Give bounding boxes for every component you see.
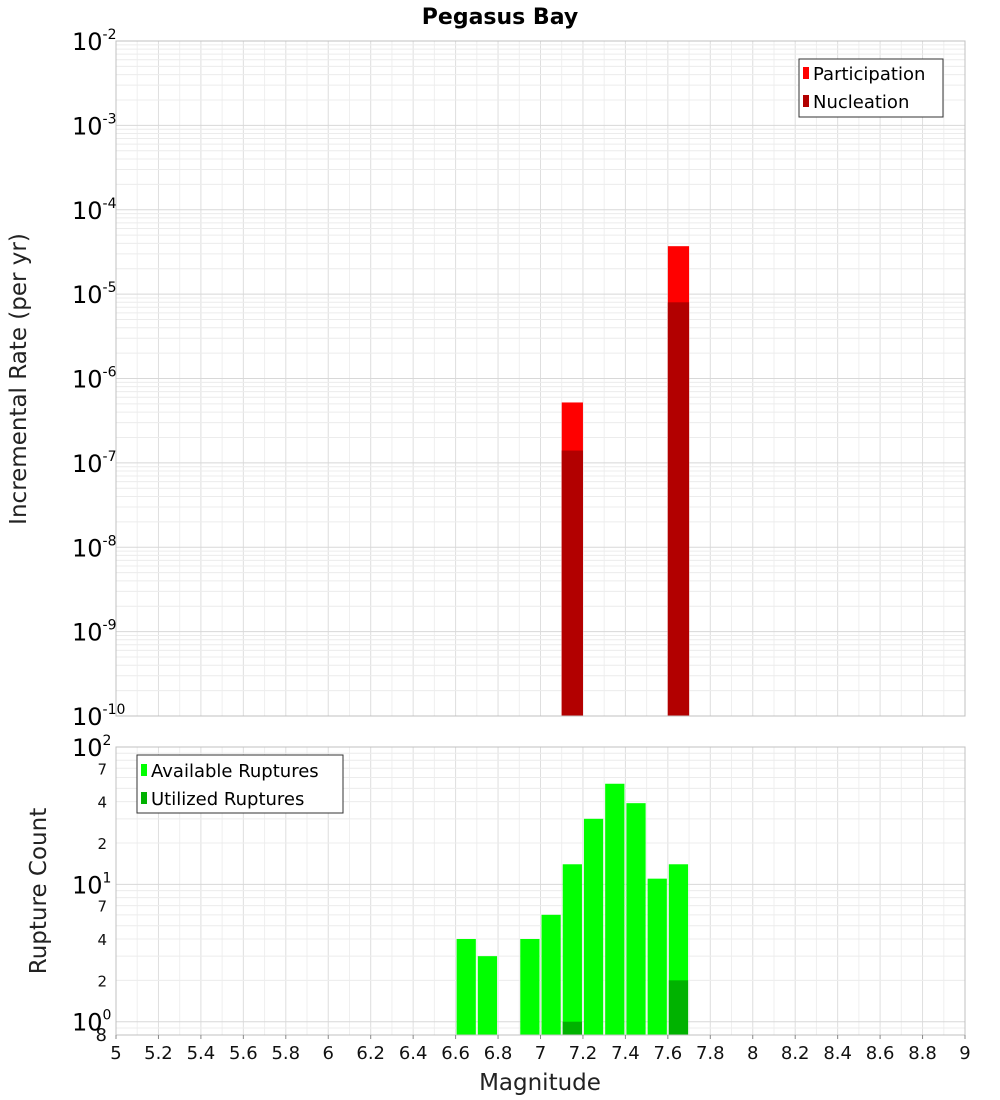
x-tick-label: 7.2	[569, 1043, 598, 1064]
x-tick-label: 5.2	[144, 1043, 173, 1064]
available-ruptures-bar	[520, 939, 540, 1035]
available-ruptures-bar	[562, 864, 582, 1035]
x-axis-label: Magnitude	[479, 1070, 601, 1096]
bottom-y-minor-label: 2	[97, 835, 107, 853]
available-ruptures-bar	[456, 939, 476, 1035]
utilized-ruptures-bar	[668, 980, 689, 1035]
available-ruptures-bar	[626, 803, 646, 1035]
top-y-axis-label: Incremental Rate (per yr)	[6, 233, 32, 525]
top-y-tick-label: 10-4	[72, 196, 117, 225]
x-tick-label: 5.8	[271, 1043, 300, 1064]
x-tick-label: 8.8	[908, 1043, 937, 1064]
nucleation-bar	[561, 450, 583, 716]
bottom-y-tick-label: 100	[72, 1008, 111, 1037]
bottom-legend: Available Ruptures Utilized Ruptures	[136, 754, 344, 814]
available-ruptures-bar	[583, 818, 604, 1035]
x-tick-label: 5	[110, 1043, 121, 1064]
legend-swatch-nucleation	[803, 95, 809, 107]
top-bars	[561, 246, 690, 716]
top-grid	[115, 40, 966, 717]
x-tick-label: 9	[959, 1043, 970, 1064]
top-y-tick-label: 10-6	[72, 365, 117, 394]
bottom-y-minor-label: 4	[97, 931, 107, 949]
bottom-y-ticks: 100 101 102 8 2 4 7 2 4 7	[72, 733, 111, 1046]
bottom-y-minor-label: 4	[97, 794, 107, 812]
x-tick-label: 6.2	[356, 1043, 385, 1064]
x-tick-label: 6.6	[441, 1043, 470, 1064]
top-plot-border	[115, 40, 966, 717]
legend-label-participation: Participation	[813, 64, 925, 85]
x-tick-label: 7	[535, 1043, 546, 1064]
legend-swatch-utilized	[141, 792, 147, 804]
legend-swatch-available	[141, 764, 147, 776]
x-ticks: 5 5.2 5.4 5.6 5.8 6 6.2 6.4 6.6 6.8 7 7.2 7.4 7.6 7.8 8…	[110, 1035, 971, 1064]
top-y-tick-label: 10-9	[72, 618, 117, 647]
x-tick-label: 6	[323, 1043, 334, 1064]
x-tick-label: 8.4	[823, 1043, 852, 1064]
top-y-tick-label: 10-2	[72, 27, 117, 56]
nucleation-bar	[667, 302, 690, 716]
x-tick-label: 6.8	[484, 1043, 513, 1064]
bottom-bars	[456, 783, 689, 1035]
bottom-y-minor-label: 7	[97, 760, 107, 778]
available-ruptures-bar	[605, 783, 625, 1035]
x-tick-label: 7.8	[696, 1043, 725, 1064]
legend-label-nucleation: Nucleation	[813, 92, 909, 113]
bottom-y-tick-label: 101	[72, 870, 111, 899]
x-tick-label: 6.4	[399, 1043, 428, 1064]
top-y-tick-label: 10-5	[72, 280, 117, 309]
x-tick-label: 8	[747, 1043, 758, 1064]
available-ruptures-bar	[647, 878, 667, 1035]
utilized-ruptures-bar	[562, 1021, 582, 1035]
chart-title: Pegasus Bay	[422, 5, 578, 30]
bottom-y-minor-label: 7	[97, 898, 107, 916]
top-y-tick-label: 10-8	[72, 533, 117, 562]
available-ruptures-bar	[541, 914, 561, 1035]
bottom-legend-box	[136, 754, 344, 814]
legend-swatch-participation	[803, 67, 809, 79]
legend-label-utilized: Utilized Ruptures	[151, 789, 304, 810]
bottom-y-minor-label: 8	[96, 1025, 107, 1046]
x-tick-label: 8.2	[781, 1043, 810, 1064]
bottom-y-axis-label: Rupture Count	[26, 808, 52, 974]
x-tick-label: 7.6	[654, 1043, 683, 1064]
x-tick-label: 5.6	[229, 1043, 258, 1064]
bottom-y-tick-label: 102	[72, 733, 111, 762]
x-tick-label: 7.4	[611, 1043, 640, 1064]
available-ruptures-bar	[477, 956, 498, 1035]
bottom-y-minor-label: 2	[97, 972, 107, 990]
top-legend: Participation Nucleation	[798, 58, 944, 118]
top-y-ticks: 10-10 10-9 10-8 10-7 10-6 10-5 10-4 10-3 10-2	[72, 27, 125, 731]
legend-label-available: Available Ruptures	[151, 761, 319, 782]
top-y-tick-label: 10-10	[72, 702, 125, 731]
top-y-tick-label: 10-3	[72, 111, 117, 140]
x-tick-label: 8.6	[866, 1043, 895, 1064]
top-legend-box	[798, 58, 944, 118]
top-y-tick-label: 10-7	[72, 449, 117, 478]
x-tick-label: 5.4	[187, 1043, 216, 1064]
